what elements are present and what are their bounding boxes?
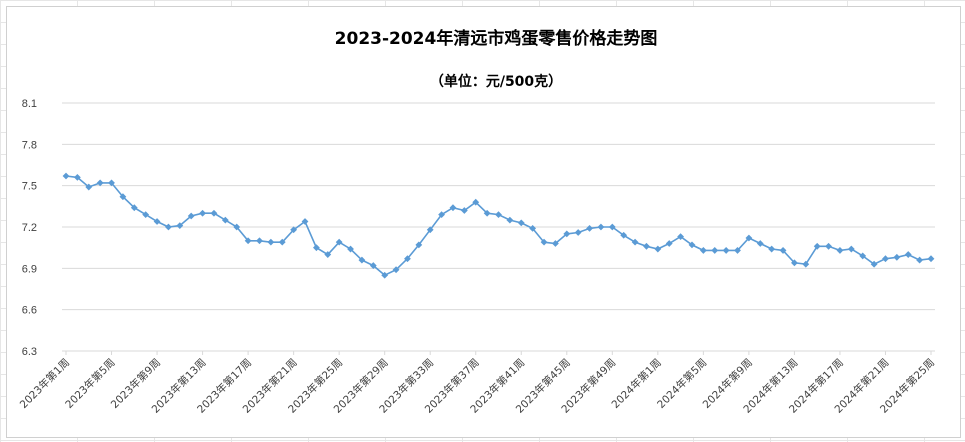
data-point-marker: [802, 260, 810, 268]
data-point-marker: [165, 223, 172, 231]
y-axis: 8.1 7.8 7.5 7.2 6.9 6.6 6.3: [22, 98, 37, 358]
y-tick-label: 7.8: [22, 139, 37, 151]
data-point-marker: [312, 244, 320, 252]
data-point-marker: [85, 183, 93, 191]
data-point-marker: [108, 179, 115, 187]
data-point-marker: [62, 172, 70, 180]
data-point-marker: [529, 224, 537, 232]
y-tick-label: 8.1: [22, 98, 37, 110]
data-point-marker: [449, 204, 457, 212]
data-point-marker: [472, 198, 480, 206]
data-point-marker: [438, 211, 445, 218]
data-point-marker: [392, 266, 400, 274]
data-point-marker: [893, 253, 901, 261]
data-point-marker: [597, 223, 605, 231]
data-point-marker: [791, 259, 798, 267]
y-tick-label: 7.2: [22, 222, 37, 234]
data-point-marker: [130, 204, 138, 212]
data-point-marker: [176, 222, 184, 230]
data-point-marker: [460, 207, 468, 214]
grid-lines: [62, 102, 935, 352]
data-point-marker: [586, 224, 593, 232]
data-point-marker: [711, 247, 719, 254]
data-point-marker: [506, 216, 514, 224]
data-point-marker: [563, 230, 571, 238]
data-point-marker: [699, 247, 707, 254]
data-point-marker: [199, 209, 206, 217]
y-tick-label: 6.6: [22, 305, 37, 317]
data-point-marker: [244, 237, 252, 245]
data-point-marker: [734, 247, 741, 254]
chart-title: 2023-2024年清远市鸡蛋零售价格走势图: [335, 28, 658, 49]
chart-area[interactable]: [6, 6, 961, 438]
chart-subtitle: （单位：元/500克）: [430, 73, 562, 90]
data-point-marker: [813, 242, 821, 250]
data-point-marker: [916, 256, 924, 264]
y-tick-label: 6.3: [22, 346, 37, 358]
data-point-marker: [904, 251, 912, 258]
data-point-marker: [779, 247, 787, 254]
data-point-marker: [677, 233, 685, 241]
data-point-marker: [665, 240, 673, 247]
data-point-marker: [142, 211, 150, 218]
data-point-marker: [495, 211, 502, 218]
data-point-marker: [324, 251, 332, 258]
data-point-marker: [221, 216, 229, 224]
data-point-marker: [358, 256, 366, 264]
data-point-marker: [119, 193, 127, 201]
x-axis: 2023年第1周2023年第5周2023年第9周2023年第13周2023年第1…: [17, 351, 937, 416]
data-point-marker: [153, 218, 161, 225]
data-point-marker: [278, 238, 286, 246]
data-point-marker: [745, 234, 753, 242]
data-point-marker: [654, 245, 662, 253]
y-tick-label: 7.5: [22, 181, 37, 193]
data-point-marker: [631, 238, 639, 246]
data-point-marker: [836, 247, 844, 254]
data-point-marker: [768, 245, 776, 253]
data-point-marker: [688, 241, 696, 249]
data-point-marker: [927, 255, 935, 263]
data-point-marker: [574, 229, 582, 236]
data-point-marker: [620, 231, 628, 239]
data-point-marker: [415, 241, 423, 249]
data-point-marker: [643, 242, 650, 250]
data-point-marker: [540, 238, 548, 246]
data-point-marker: [404, 255, 411, 263]
data-point-marker: [870, 260, 878, 268]
data-point-marker: [859, 252, 867, 260]
data-point-marker: [233, 223, 241, 231]
data-point-marker: [756, 240, 764, 247]
data-point-marker: [347, 245, 354, 253]
data-point-marker: [483, 209, 491, 217]
data-point-marker: [187, 212, 195, 220]
data-point-marker: [381, 271, 389, 279]
data-point-marker: [210, 209, 218, 217]
data-point-marker: [369, 262, 377, 269]
data-point-marker: [73, 174, 81, 181]
data-point-marker: [847, 245, 855, 253]
data-point-marker: [290, 226, 298, 234]
data-point-marker: [608, 223, 616, 231]
data-point-marker: [552, 240, 559, 247]
data-point-marker: [722, 247, 730, 254]
series-line: [65, 175, 932, 277]
data-point-marker: [96, 179, 104, 187]
data-point-marker: [256, 237, 263, 245]
data-point-marker: [517, 219, 525, 227]
data-point-marker: [267, 238, 275, 246]
data-point-marker: [882, 255, 889, 263]
plot-series: [62, 172, 935, 279]
data-point-marker: [335, 238, 343, 246]
data-point-marker: [301, 218, 309, 225]
data-point-marker: [825, 242, 832, 250]
y-tick-label: 6.9: [22, 263, 37, 275]
data-point-marker: [426, 226, 434, 234]
